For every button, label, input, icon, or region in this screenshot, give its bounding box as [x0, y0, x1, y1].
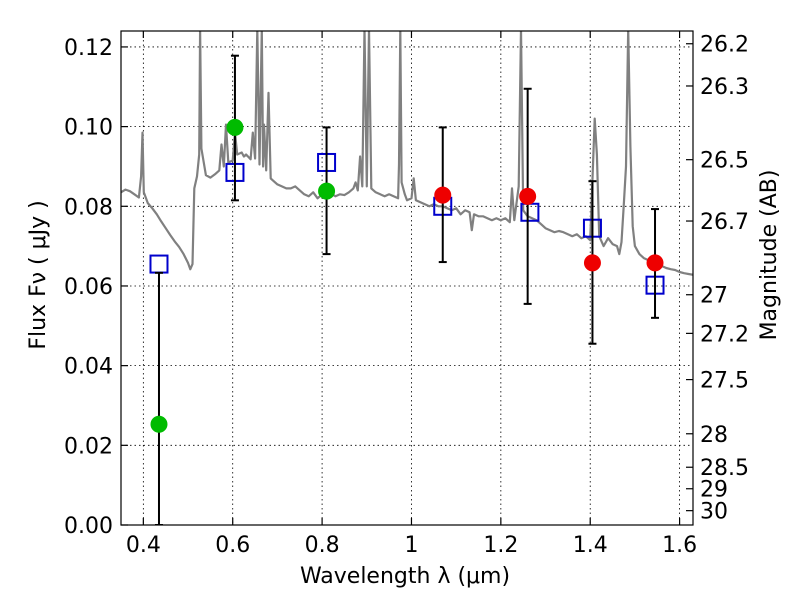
observed-flux-point	[583, 254, 601, 272]
right-axis-tick-label: 27.5	[700, 369, 749, 394]
observed-flux-point	[226, 118, 244, 136]
x-tick-label: 1	[404, 533, 418, 558]
plot-frame	[120, 30, 694, 526]
right-axis-tick-label: 26.7	[700, 210, 749, 235]
right-axis-tick-label: 29	[700, 478, 728, 503]
right-axis-tick-label: 26.3	[700, 75, 749, 100]
right-axis-tick-label: 28	[700, 423, 728, 448]
right-axis-tick-label: 27	[700, 284, 728, 309]
x-tick-label: 0.4	[126, 533, 161, 558]
right-axis-tick-label: 27.2	[700, 322, 749, 347]
right-axis-label: Magnitude (AB)	[757, 170, 782, 341]
x-tick-label: 1.6	[662, 533, 697, 558]
x-tick-label: 0.8	[305, 533, 340, 558]
y-tick-label: 0.12	[64, 36, 113, 61]
y-tick-label: 0.02	[64, 434, 113, 459]
plot-area	[121, 31, 693, 525]
x-tick-label: 1.4	[573, 533, 608, 558]
observed-flux-point	[519, 187, 537, 205]
right-axis-tick-label: 26.5	[700, 149, 749, 174]
grid-lines	[121, 31, 693, 525]
observed-flux-point	[434, 186, 452, 204]
right-axis-tick-label: 28.5	[700, 456, 749, 481]
x-axis-label: Wavelength λ (μm)	[300, 564, 510, 589]
x-tick-label: 1.2	[483, 533, 518, 558]
y-tick-label: 0.06	[64, 275, 113, 300]
y-tick-label: 0.08	[64, 195, 113, 220]
observed-flux-point	[150, 415, 168, 433]
right-axis-tick-label: 26.2	[700, 33, 749, 58]
axes: 0.4 0.6 0.8 1 1.2 1.4 1.6 0.00 0.02 0.04 0.06 0.08 0…	[64, 31, 749, 558]
model-flux-square	[149, 254, 169, 274]
y-tick-label: 0.10	[64, 116, 113, 141]
y-axis-label: Flux Fν ( μJy )	[26, 200, 51, 349]
x-tick-label: 0.6	[215, 533, 250, 558]
observed-flux-point	[646, 254, 664, 272]
model-spectrum-line	[121, 31, 693, 276]
observed-flux-point	[318, 182, 336, 200]
right-axis-tick-label: 30	[700, 500, 728, 525]
y-tick-label: 0.04	[64, 355, 113, 380]
y-tick-label: 0.00	[64, 514, 113, 539]
